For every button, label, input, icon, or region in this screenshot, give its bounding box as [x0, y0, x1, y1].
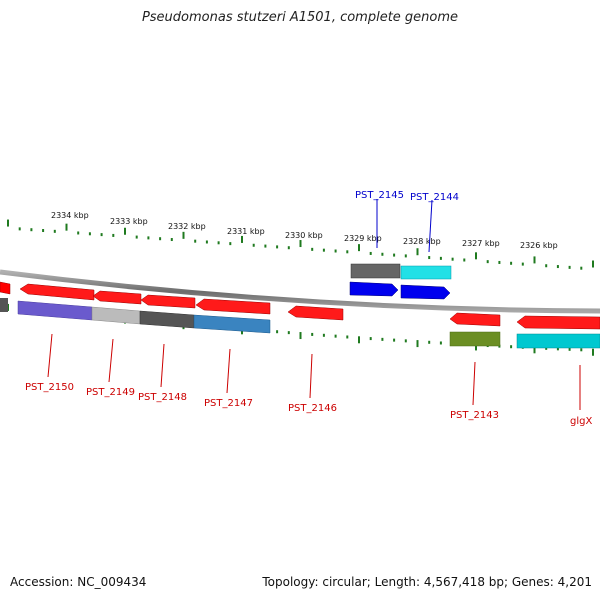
gene-block-pst-2148[interactable] — [139, 310, 195, 329]
gene-arrow-pst-2145[interactable] — [349, 281, 399, 297]
gene-arrow[interactable] — [19, 283, 95, 301]
label-pst-2144[interactable]: PST_2144 — [410, 192, 459, 203]
ruler-label-2330: 2330 kbp — [285, 231, 323, 240]
ruler-label-2333: 2333 kbp — [110, 217, 148, 226]
forward-strand-genes — [0, 263, 600, 330]
ruler-label-2328: 2328 kbp — [403, 237, 441, 246]
ruler-label-2334: 2334 kbp — [51, 211, 89, 220]
gene-block-pst-2149[interactable] — [91, 306, 141, 325]
label-pst-2147[interactable]: PST_2147 — [204, 398, 253, 409]
map-title: Pseudomonas stutzeri A1501, complete gen… — [141, 10, 459, 25]
label-glgx[interactable]: glgX — [570, 416, 592, 427]
label-pst-2143[interactable]: PST_2143 — [450, 410, 499, 421]
accession-text: Accession: NC_009434 — [10, 575, 147, 589]
leader-pst-2144 — [428, 199, 433, 253]
ruler-label-2332: 2332 kbp — [168, 222, 206, 231]
gene-arrow-pst-2144[interactable] — [400, 284, 451, 300]
ruler-label-2329: 2329 kbp — [344, 234, 382, 243]
genome-summary-text: Topology: circular; Length: 4,567,418 bp… — [262, 575, 592, 589]
gene-block-glgx[interactable] — [516, 333, 600, 349]
leader-pst-2149 — [108, 338, 114, 383]
label-pst-2146[interactable]: PST_2146 — [288, 403, 337, 414]
gene-block-pst-2150[interactable] — [17, 300, 93, 321]
gene-arrow[interactable] — [449, 312, 501, 327]
gene-arrow[interactable] — [140, 294, 196, 309]
ruler-label-2327: 2327 kbp — [462, 239, 500, 248]
label-pst-2149[interactable]: PST_2149 — [86, 387, 135, 398]
gene-block[interactable] — [350, 263, 401, 279]
label-pst-2150[interactable]: PST_2150 — [25, 382, 74, 393]
genome-backbone — [0, 269, 600, 314]
ruler-labels: 2334 kbp 2333 kbp 2332 kbp 2331 kbp 2330… — [51, 211, 558, 250]
gene-labels: PST_2145 PST_2144 PST_2150 PST_2149 PST_… — [25, 190, 592, 427]
leader-pst-2148 — [160, 343, 165, 388]
label-leaders — [47, 199, 581, 410]
label-pst-2145[interactable]: PST_2145 — [355, 190, 404, 201]
reverse-strand-genes — [0, 298, 600, 349]
gene-arrow[interactable] — [92, 290, 142, 305]
ruler-upper — [7, 219, 594, 270]
gene-block[interactable] — [400, 265, 452, 280]
gene-arrow[interactable] — [195, 298, 271, 315]
gene-arrow[interactable] — [287, 305, 344, 321]
ruler-label-2331: 2331 kbp — [227, 227, 265, 236]
leader-pst-2147 — [226, 348, 231, 394]
ruler-label-2326: 2326 kbp — [520, 241, 558, 250]
gene-block[interactable] — [0, 298, 8, 312]
gene-block-pst-2143[interactable] — [449, 331, 501, 347]
leader-pst-2143 — [472, 361, 476, 406]
gene-arrow[interactable] — [0, 281, 11, 295]
leader-pst-2146 — [309, 353, 313, 399]
label-pst-2148[interactable]: PST_2148 — [138, 392, 187, 403]
leader-pst-2150 — [47, 333, 53, 378]
gene-block-pst-2147[interactable] — [193, 314, 271, 334]
gene-arrow[interactable] — [516, 315, 600, 330]
